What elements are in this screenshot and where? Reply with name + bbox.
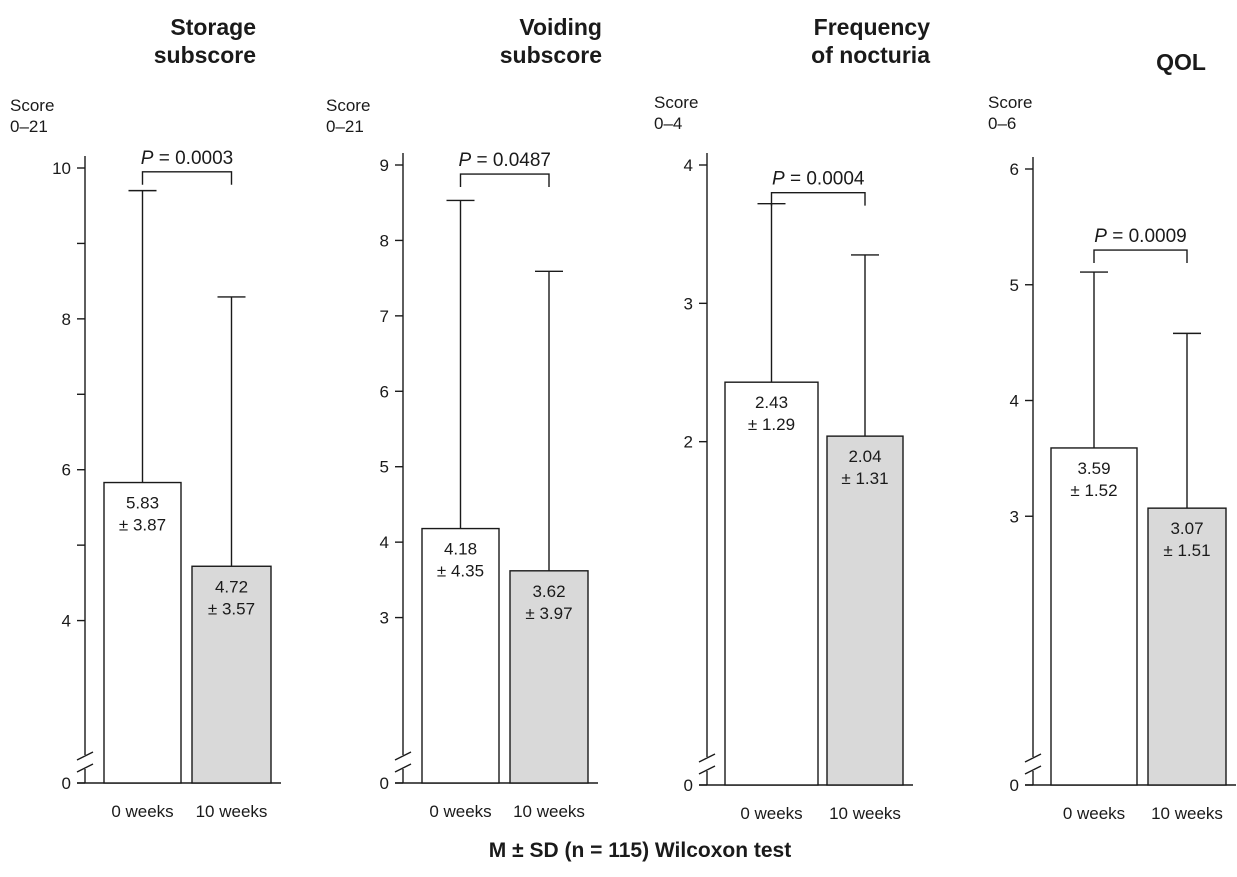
chart1-bar [103,481,182,784]
chart1-category-label: 0 weeks [111,802,173,821]
chart3-y-tick-label: 0 [684,776,693,795]
chart3-category-label: 10 weeks [829,804,901,823]
chart1-significance-bracket [141,171,233,185]
chart1-y-tick-label: 0 [62,774,71,793]
chart1-unit-label: 0–21 [10,117,48,136]
chart4-p-symbol: P [1094,226,1107,247]
chart3-unit-label: Score [654,93,698,112]
chart3-unit-label: 0–4 [654,114,682,133]
chart1-p-value: P = 0.0003 [141,148,233,169]
chart3-p-value-text: = 0.0004 [785,169,865,190]
chart3-bar [826,435,904,786]
chart3-y-tick-label: 4 [684,156,693,175]
chart1-data-label: ± 3.87 [119,516,166,535]
chart2-title-line: subscore [500,42,602,68]
chart3-axis-break-mark [698,753,716,763]
chart4-y-tick-label: 6 [1010,160,1019,179]
chart3-title-line: Frequency [814,14,931,40]
chart1-y-tick-label: 8 [62,310,71,329]
chart2-unit-label: Score [326,96,370,115]
chart3-significance-bracket [770,191,866,206]
chart3-title-line: of nocturia [811,42,930,68]
chart1-unit-label: Score [10,96,54,115]
chart4-data-label: ± 1.52 [1070,481,1117,500]
chart2-bar [509,570,589,784]
chart1-y-tick-label: 10 [52,159,71,178]
chart4-unit-label: Score [988,93,1032,112]
chart2-data-label: ± 3.97 [525,604,572,623]
chart1-data-label: ± 3.57 [208,599,255,618]
chart4-bar [1147,507,1227,786]
chart3-data-label: 2.04 [848,447,881,466]
chart2-bar [421,527,500,784]
chart2-y-tick-label: 5 [380,458,389,477]
chart1-category-label: 10 weeks [196,802,268,821]
chart2-axis-break-mark [394,763,412,773]
chart2-data-label: 3.62 [532,582,565,601]
footnote: M ± SD (n = 115) Wilcoxon test [489,839,791,862]
chart3-data-label: 2.43 [755,393,788,412]
chart3-category-label: 0 weeks [740,804,802,823]
chart3-axis-break-mark [698,765,716,775]
chart3-data-label: ± 1.31 [841,469,888,488]
chart2-p-value-text: = 0.0487 [471,150,551,171]
chart2-unit-label: 0–21 [326,117,364,136]
chart2-axis-break-mark [394,751,412,761]
chart1-y-tick-label: 4 [62,612,71,631]
chart2-p-symbol: P [459,150,472,171]
chart3-y-tick-label: 3 [684,294,693,313]
chart2-y-tick-label: 6 [380,382,389,401]
chart2-data-label: ± 4.35 [437,562,484,581]
chart2-y-tick-label: 4 [380,533,389,552]
chart4-y-tick-label: 5 [1010,276,1019,295]
chart1-p-symbol: P [141,148,154,169]
chart4-y-tick-label: 0 [1010,776,1019,795]
chart2-p-value: P = 0.0487 [459,150,551,171]
chart1-axis-break-mark [76,751,94,761]
chart4-data-label: 3.07 [1170,519,1203,538]
chart1-axis-break-mark [76,763,94,773]
chart2-title-line: Voiding [519,14,602,40]
chart2-y-tick-label: 3 [380,609,389,628]
chart4-axis-break-mark [1024,753,1042,763]
chart1-y-tick-label: 6 [62,461,71,480]
chart1-p-value-text: = 0.0003 [153,148,233,169]
chart4-data-label: 3.59 [1077,459,1110,478]
chart4-y-tick-label: 3 [1010,507,1019,526]
chart2-category-label: 0 weeks [429,802,491,821]
chart1-data-label: 5.83 [126,494,159,513]
chart3-y-tick-label: 2 [684,433,693,452]
chart2-y-tick-label: 8 [380,231,389,250]
chart3-p-value: P = 0.0004 [772,169,865,190]
chart3-bar [724,381,819,786]
chart4-unit-label: 0–6 [988,114,1016,133]
chart4-axis-break-mark [1024,765,1042,775]
chart3-p-symbol: P [772,169,785,190]
chart2-y-tick-label: 0 [380,774,389,793]
chart4-bar [1050,447,1138,786]
chart3-data-label: ± 1.29 [748,415,795,434]
chart4-significance-bracket [1093,249,1188,264]
chart1-bar [191,565,272,784]
chart4-category-label: 10 weeks [1151,804,1223,823]
chart2-significance-bracket [459,173,550,188]
chart4-category-label: 0 weeks [1063,804,1125,823]
chart4-p-value-text: = 0.0009 [1107,226,1187,247]
chart1-data-label: 4.72 [215,577,248,596]
chart4-data-label: ± 1.51 [1163,541,1210,560]
chart4-title-line: QOL [1156,49,1206,75]
chart4-p-value: P = 0.0009 [1094,226,1186,247]
chart1-title-line: subscore [154,42,256,68]
chart4-y-tick-label: 4 [1010,392,1019,411]
chart2-y-tick-label: 9 [380,156,389,175]
chart2-y-tick-label: 7 [380,307,389,326]
chart2-category-label: 10 weeks [513,802,585,821]
chart2-data-label: 4.18 [444,540,477,559]
chart1-title-line: Storage [170,14,256,40]
